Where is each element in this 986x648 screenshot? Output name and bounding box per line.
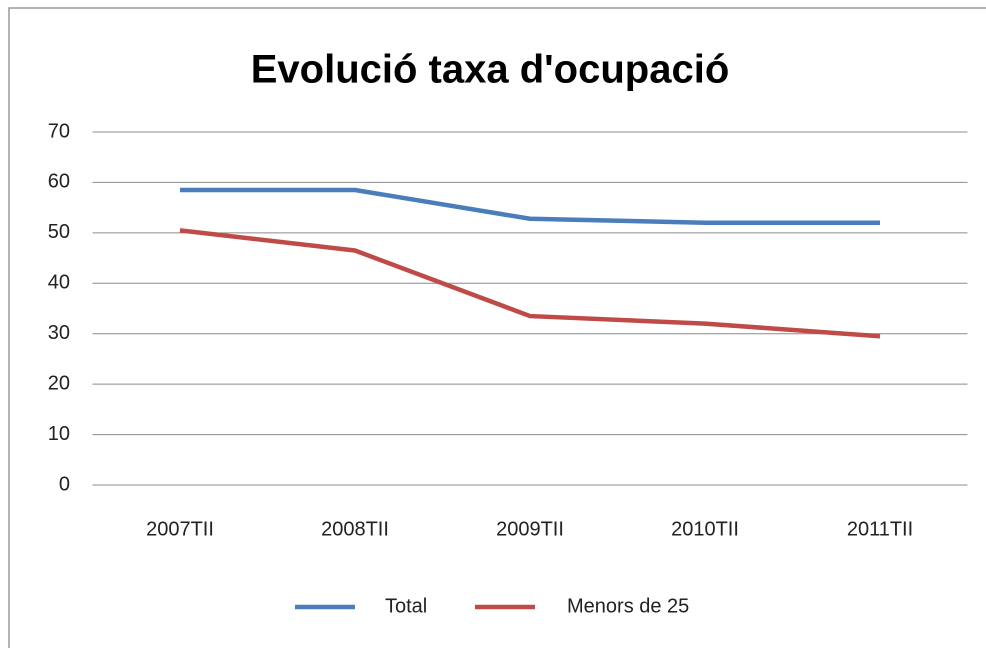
x-tick-label: 2007TII bbox=[146, 518, 214, 540]
x-tick-label: 2010TII bbox=[671, 518, 739, 540]
y-tick-label: 40 bbox=[48, 272, 70, 294]
legend-label: Menors de 25 bbox=[567, 595, 689, 617]
series-line bbox=[179, 228, 881, 339]
x-tick-label: 2009TII bbox=[496, 518, 564, 540]
y-tick-label: 30 bbox=[48, 322, 70, 344]
y-tick-label: 70 bbox=[48, 120, 70, 142]
x-tick-label: 2011TII bbox=[847, 518, 913, 540]
y-tick-label: 20 bbox=[48, 372, 70, 394]
x-tick-label: 2008TII bbox=[321, 518, 389, 540]
legend-label: Total bbox=[385, 595, 427, 617]
chart-frame bbox=[8, 7, 986, 648]
series-line bbox=[180, 187, 880, 226]
y-tick-label: 50 bbox=[48, 221, 70, 243]
y-tick-label: 0 bbox=[59, 473, 70, 495]
y-tick-label: 10 bbox=[48, 423, 70, 445]
y-tick-label: 60 bbox=[48, 171, 70, 193]
chart-title: Evolució taxa d'ocupació bbox=[251, 48, 730, 92]
